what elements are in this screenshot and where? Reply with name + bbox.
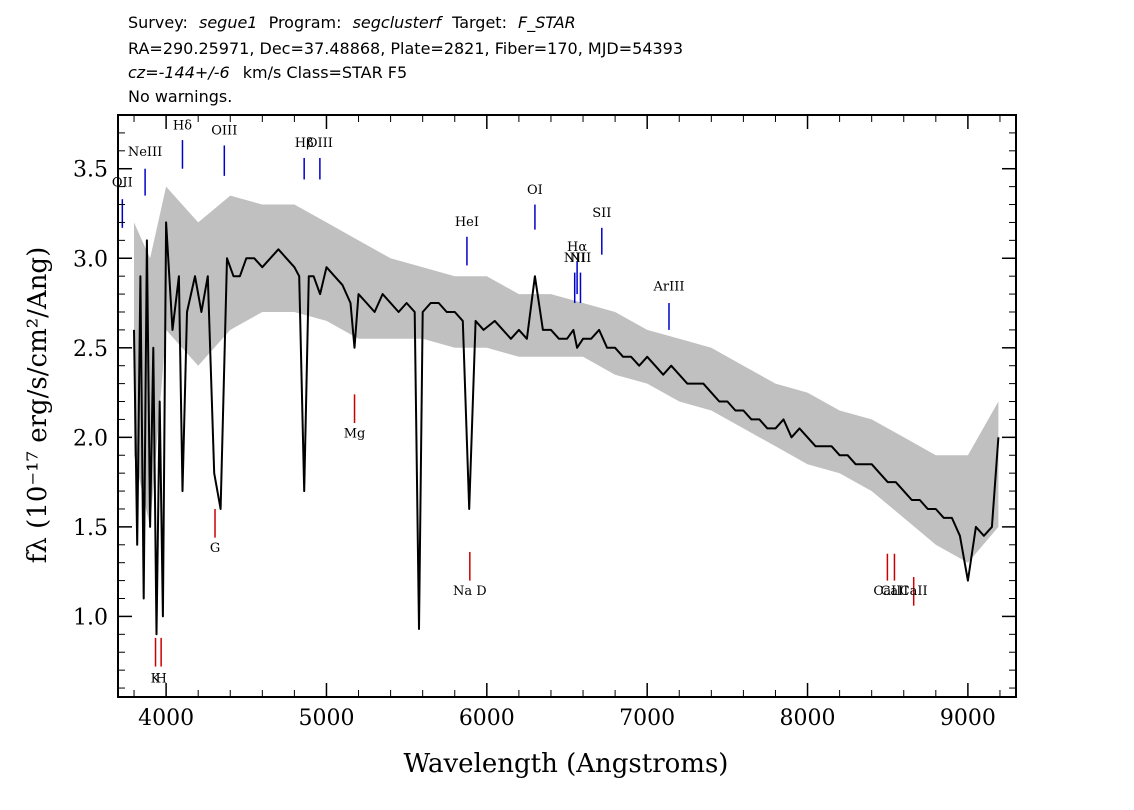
class-value: km/s Class=STAR F5: [243, 63, 407, 82]
error-band-layer: [134, 186, 999, 563]
y-tick-label: 3.5: [73, 158, 108, 183]
emission-line-label: OIII: [211, 124, 237, 139]
emission-line-label: NeIII: [128, 145, 162, 160]
header-line-4: No warnings.: [128, 87, 232, 106]
emission-line-label: SII: [592, 206, 611, 221]
spectrum-header: Survey: segue1 Program: segclusterf Targ…: [128, 13, 683, 106]
y-tick-label: 1.0: [73, 605, 108, 630]
plot-frame: [117, 114, 1017, 698]
header-line-1: Survey: segue1 Program: segclusterf Targ…: [128, 13, 576, 33]
emission-line-label: OIII: [307, 136, 333, 151]
header-line-2: RA=290.25971, Dec=37.48868, Plate=2821, …: [128, 39, 683, 58]
program-value: segclusterf: [353, 13, 444, 32]
emission-line-label: Hβ: [295, 136, 314, 151]
y-tick-label: 2.5: [73, 337, 108, 362]
absorption-line-label: H: [155, 672, 166, 687]
axis-ticks: 4000 5000 6000 7000 8000 9000 1.0 1.5 2.0 2.5 3.0 3…: [73, 115, 1016, 731]
cz-value: cz=-144+/-6: [128, 63, 230, 82]
absorption-line-label: CaII: [900, 584, 928, 599]
emission-line-label: OI: [527, 183, 543, 198]
absorption-line-label: Na D: [453, 584, 487, 599]
plot-border: [117, 114, 1017, 698]
y-tick-label: 3.0: [73, 247, 108, 272]
flux-layer: [133, 221, 1000, 636]
emission-line-label: NII: [564, 251, 586, 266]
target-key: Target:: [451, 13, 507, 32]
absorption-line-label: K: [151, 672, 161, 687]
absorption-line-label: G: [210, 541, 220, 556]
absorption-line-label: Mg: [344, 426, 366, 441]
emission-line-label: OII: [112, 176, 133, 191]
x-tick-label: 7000: [619, 706, 675, 731]
emission-line-label: ArIII: [652, 279, 684, 294]
x-tick-label: 4000: [138, 706, 194, 731]
target-value: F_STAR: [518, 13, 576, 33]
survey-key: Survey:: [128, 13, 188, 32]
error-band: [134, 186, 999, 563]
absorption-line-label: CaII: [880, 584, 908, 599]
x-tick-label: 9000: [940, 706, 996, 731]
x-tick-label: 5000: [298, 706, 354, 731]
x-axis-label: Wavelength (Angstroms): [404, 749, 729, 779]
flux-series: [133, 221, 1000, 636]
absorption-line-label: CaII: [873, 584, 901, 599]
emission-line-label: NII: [570, 251, 592, 266]
emission-line-label: HeI: [455, 215, 479, 230]
y-axis-label: fλ (10⁻¹⁷ erg/s/cm²/Ang): [23, 247, 53, 563]
program-key: Program:: [269, 13, 342, 32]
x-tick-label: 6000: [459, 706, 515, 731]
survey-value: segue1: [199, 13, 258, 32]
x-tick-label: 8000: [780, 706, 836, 731]
emission-line-label: Hα: [567, 240, 587, 255]
emission-line-label: Hδ: [173, 118, 192, 133]
y-tick-label: 2.0: [73, 426, 108, 451]
header-line-3: cz=-144+/-6 km/s Class=STAR F5: [128, 63, 407, 82]
y-tick-label: 1.5: [73, 516, 108, 541]
